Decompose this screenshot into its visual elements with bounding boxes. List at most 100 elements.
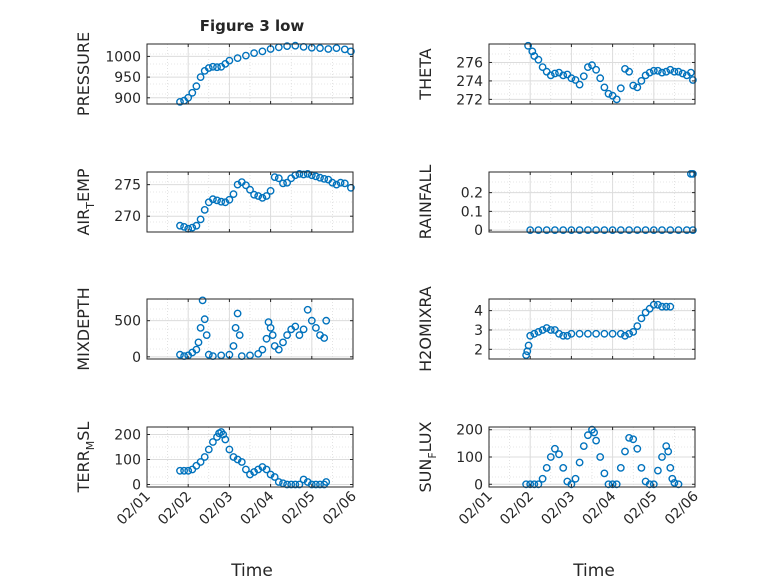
data-point [649,226,658,235]
x-axis-label-right: Time [572,561,615,581]
data-point [600,226,609,235]
data-point [567,226,576,235]
data-point [320,174,329,183]
y-tick-label: 0 [132,350,141,366]
data-point [266,323,275,332]
data-point [192,345,201,354]
y-tick-label: 100 [456,450,483,466]
y-tick-label: 200 [456,423,483,439]
data-point [522,351,530,359]
data-point [592,329,600,338]
data-point [204,64,213,72]
data-point [534,327,543,336]
data-point [575,226,584,235]
data-point [621,331,629,340]
data-point [192,461,201,470]
data-point [600,469,609,478]
data-point [279,479,287,488]
data-point [233,54,242,62]
data-point [530,329,539,338]
data-point [237,458,246,466]
data-point [616,329,625,338]
data-point [546,453,555,461]
data-point [584,431,592,440]
data-point [592,65,600,74]
data-point [311,323,320,332]
y-tick-label: 500 [114,314,141,330]
y-tick-label: 272 [456,92,483,108]
data-point [633,83,642,92]
y-tick-label: 276 [456,55,483,71]
figure-title: Figure 3 low [200,17,305,35]
data-point [180,466,189,475]
data-point [524,41,532,50]
data-point [283,178,291,187]
data-point [295,169,304,178]
data-point [322,478,331,486]
data-point [229,190,238,199]
data-point [250,190,259,199]
data-point [316,480,324,489]
data-point [604,89,613,98]
y-tick-label: 900 [114,91,141,107]
data-point [678,69,687,78]
data-point [196,215,205,224]
data-point [221,435,230,444]
data-point [559,71,568,80]
data-point [579,442,588,450]
data-point [176,98,184,106]
data-point [687,169,695,178]
data-point [649,66,658,75]
data-point [192,82,201,91]
data-point [192,221,201,230]
data-point [258,345,267,354]
data-point [262,334,271,343]
data-point [303,169,312,178]
data-point [213,63,221,72]
data-point [571,76,580,84]
subplot-4: 0 0.1 0.2 RAINFALL [416,165,697,239]
data-point [262,465,271,474]
data-point [202,331,211,339]
data-point [213,196,221,205]
data-point [571,474,580,483]
axes-box [146,298,354,360]
data-point [204,445,213,454]
data-point [250,49,259,57]
data-point [196,458,205,466]
data-point [551,326,559,334]
data-point [658,68,666,77]
data-point [194,338,203,347]
y-tick-label: 950 [114,70,141,86]
data-point [200,453,209,461]
data-point [316,44,324,52]
data-point [616,226,625,235]
y-axis-label: MIXDEPTH [74,287,93,370]
data-point [176,221,184,230]
data-point [625,433,633,442]
data-point [575,80,584,89]
y-tick-label: 0 [132,478,141,494]
subplot-2: 272 274 276 THETA [416,41,697,108]
data-point [198,296,207,305]
data-point [645,304,654,313]
data-point [274,174,283,183]
data-point [596,453,605,461]
data-point [608,329,617,338]
data-point [633,322,642,330]
data-point [592,226,600,235]
data-point [283,331,291,339]
data-point [200,205,209,214]
data-point [625,329,633,338]
data-point [266,186,275,195]
y-tick-label: 3 [474,323,483,339]
data-point [658,226,666,235]
data-point [567,329,576,338]
data-point [262,192,271,200]
subplot-3: 270 275 AIRTEMP [74,168,355,236]
data-point [687,68,695,77]
y-tick-label: 275 [114,178,141,194]
data-point [666,302,675,311]
data-point [295,331,304,339]
data-point [670,478,679,487]
